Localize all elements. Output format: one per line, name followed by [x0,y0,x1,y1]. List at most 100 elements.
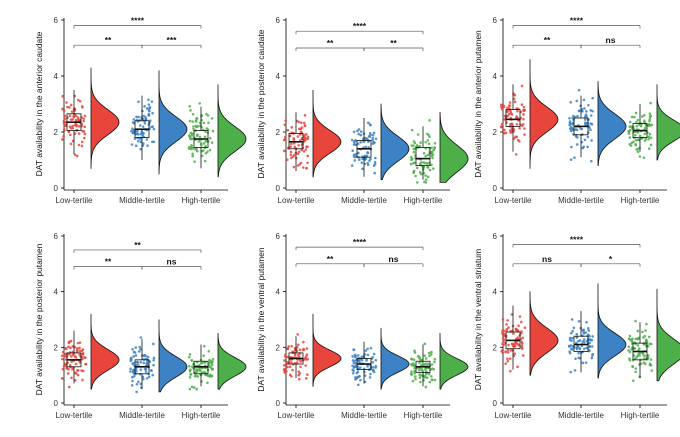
data-point [644,329,647,332]
data-point [81,378,84,382]
x-tick-label-low: Low-tertile [278,411,315,420]
y-tick-label: 4 [54,72,59,81]
data-point [630,115,634,119]
data-point [305,145,308,148]
x-tick-label-low: Low-tertile [278,196,315,205]
significance-label: ** [105,257,112,267]
data-point [83,114,87,118]
data-point [131,361,135,365]
data-point [202,344,206,348]
data-point [365,154,369,158]
data-point [371,136,375,140]
y-tick-label: 6 [276,16,281,25]
data-point [502,104,505,107]
data-point [503,128,506,132]
data-point [644,137,648,141]
data-point [199,361,203,365]
data-point [286,128,290,132]
x-tick-label-middle: Middle-tertile [558,196,604,205]
significance-label: ns [542,254,552,264]
data-point [410,357,414,361]
y-tick-label: 0 [493,399,498,408]
significance-label: **** [353,237,367,247]
significance-bracket: * [580,254,641,267]
data-point [67,368,70,371]
data-point [521,336,524,340]
data-point [373,160,377,164]
x-tick-label-low: Low-tertile [495,411,532,420]
data-point [130,129,133,133]
data-point [354,143,357,146]
data-point [643,126,647,130]
data-point [131,379,134,383]
data-point [643,334,647,338]
data-point [507,343,510,347]
data-point [283,123,287,127]
data-point [515,115,519,118]
data-point [647,335,651,339]
data-point [372,368,375,372]
data-point [350,138,354,142]
data-point [135,390,138,394]
significance-bracket: ** [295,38,365,51]
data-point [409,155,413,159]
data-point [430,378,434,382]
data-point [144,117,148,121]
data-point [132,355,135,358]
data-point [422,378,425,382]
data-point [508,104,511,108]
data-point [188,119,192,123]
data-point [60,377,64,380]
data-point [187,134,191,137]
data-point [500,107,504,111]
data-point [191,152,194,156]
data-point [501,318,505,321]
data-point [500,105,503,109]
data-point [132,374,136,378]
significance-label: **** [570,234,584,244]
data-point [570,339,573,343]
data-point [576,114,579,118]
data-point [210,367,214,371]
data-point [642,113,646,117]
data-point [630,339,633,343]
y-tick-label: 2 [493,128,498,137]
significance-label: **** [131,16,145,26]
data-point [635,148,638,151]
data-point [514,135,517,139]
data-point [198,102,202,105]
data-point [649,342,653,346]
data-point [587,333,590,337]
data-point [416,133,420,136]
data-point [81,105,84,109]
data-point [74,118,78,122]
data-point [289,145,292,149]
data-point [301,142,304,146]
data-point [371,355,375,359]
data-point [504,350,507,354]
series-low-tertile [282,313,342,387]
data-point [78,349,82,353]
data-point [138,137,142,141]
data-point [190,134,194,137]
data-point [195,387,198,391]
data-point [569,158,573,161]
data-point [635,124,639,128]
panel-4: 0 2 4 6 DAT availability in the posterior pu… [34,232,247,420]
data-point [570,318,574,321]
data-point [208,136,212,140]
data-point [628,334,632,338]
series-middle-tertile [567,283,627,379]
data-point [283,149,286,153]
series-high-tertile [409,332,469,390]
data-point [208,358,211,362]
data-point [297,120,301,124]
y-tick-label: 2 [276,343,281,352]
data-point [152,358,155,362]
violin-cloud [90,313,120,390]
data-point [502,329,506,333]
data-point [627,345,631,349]
data-point [284,355,288,359]
data-point [577,320,581,323]
data-point [355,371,359,375]
